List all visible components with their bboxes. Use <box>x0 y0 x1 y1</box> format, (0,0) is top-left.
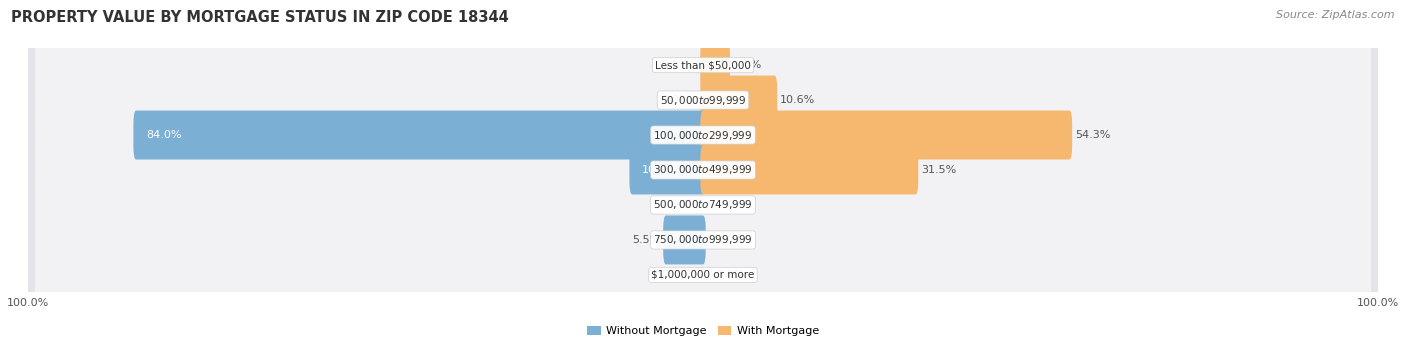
Text: 5.5%: 5.5% <box>633 235 661 245</box>
Text: $500,000 to $749,999: $500,000 to $749,999 <box>654 199 752 211</box>
Text: 0.0%: 0.0% <box>717 200 745 210</box>
Text: 0.0%: 0.0% <box>717 270 745 280</box>
Text: $50,000 to $99,999: $50,000 to $99,999 <box>659 94 747 106</box>
FancyBboxPatch shape <box>630 146 706 194</box>
FancyBboxPatch shape <box>35 208 1371 272</box>
Text: $300,000 to $499,999: $300,000 to $499,999 <box>654 164 752 176</box>
FancyBboxPatch shape <box>35 68 1371 132</box>
FancyBboxPatch shape <box>700 40 730 89</box>
Text: 10.5%: 10.5% <box>643 165 678 175</box>
Text: 0.0%: 0.0% <box>661 60 689 70</box>
Text: Source: ZipAtlas.com: Source: ZipAtlas.com <box>1277 10 1395 20</box>
Text: PROPERTY VALUE BY MORTGAGE STATUS IN ZIP CODE 18344: PROPERTY VALUE BY MORTGAGE STATUS IN ZIP… <box>11 10 509 25</box>
FancyBboxPatch shape <box>27 55 1379 145</box>
FancyBboxPatch shape <box>35 173 1371 237</box>
Text: $100,000 to $299,999: $100,000 to $299,999 <box>654 129 752 141</box>
FancyBboxPatch shape <box>35 33 1371 97</box>
Legend: Without Mortgage, With Mortgage: Without Mortgage, With Mortgage <box>582 321 824 340</box>
FancyBboxPatch shape <box>27 20 1379 110</box>
Text: $750,000 to $999,999: $750,000 to $999,999 <box>654 234 752 246</box>
Text: 10.6%: 10.6% <box>780 95 815 105</box>
Text: 3.6%: 3.6% <box>733 60 761 70</box>
FancyBboxPatch shape <box>35 243 1371 307</box>
FancyBboxPatch shape <box>35 138 1371 202</box>
FancyBboxPatch shape <box>27 90 1379 180</box>
Text: Less than $50,000: Less than $50,000 <box>655 60 751 70</box>
Text: 54.3%: 54.3% <box>1074 130 1111 140</box>
FancyBboxPatch shape <box>700 110 1073 159</box>
FancyBboxPatch shape <box>27 160 1379 250</box>
Text: 0.0%: 0.0% <box>661 200 689 210</box>
Text: 84.0%: 84.0% <box>146 130 181 140</box>
FancyBboxPatch shape <box>35 103 1371 167</box>
FancyBboxPatch shape <box>664 216 706 265</box>
FancyBboxPatch shape <box>134 110 706 159</box>
Text: 31.5%: 31.5% <box>921 165 956 175</box>
FancyBboxPatch shape <box>27 195 1379 285</box>
Text: 0.0%: 0.0% <box>661 95 689 105</box>
Text: 0.0%: 0.0% <box>717 235 745 245</box>
FancyBboxPatch shape <box>27 230 1379 320</box>
FancyBboxPatch shape <box>700 75 778 124</box>
Text: 0.0%: 0.0% <box>661 270 689 280</box>
FancyBboxPatch shape <box>700 146 918 194</box>
Text: $1,000,000 or more: $1,000,000 or more <box>651 270 755 280</box>
FancyBboxPatch shape <box>27 125 1379 215</box>
